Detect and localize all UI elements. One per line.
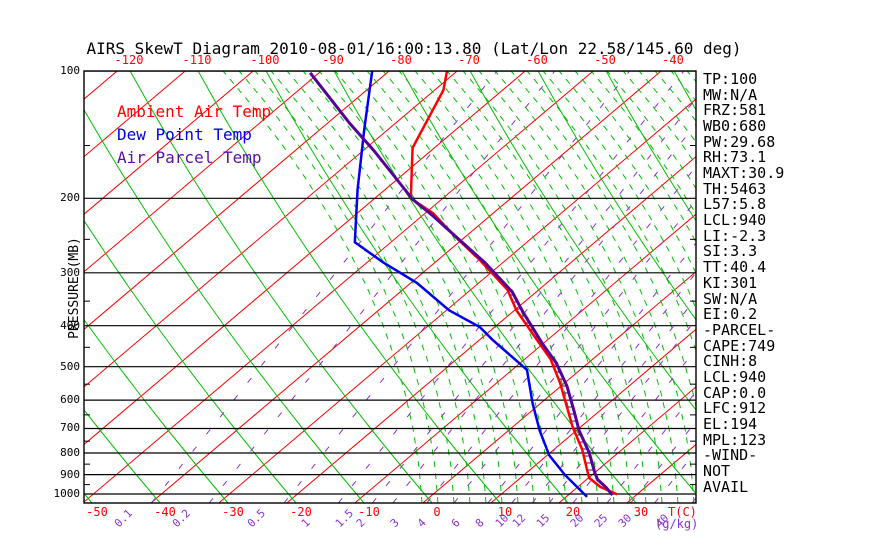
stat-line: WB0:680 [703, 117, 767, 136]
top-axis-tick: -80 [390, 53, 412, 67]
stat-line: FRZ:581 [703, 101, 767, 120]
stat-line: CAPE:749 [703, 336, 776, 355]
stat-line: CINH:8 [703, 352, 758, 371]
stat-line: EI:0.2 [703, 305, 758, 324]
stat-line: MPL:123 [703, 430, 767, 449]
legend-item-ambient-air-temp: Ambient Air Temp [117, 102, 272, 121]
top-axis-tick: -90 [322, 53, 344, 67]
stat-line: LCL:940 [703, 367, 767, 386]
pressure-tick: 800 [60, 446, 80, 459]
stat-line: EL:194 [703, 414, 758, 433]
stat-line: -PARCEL- [703, 320, 776, 339]
stat-line: SW:N/A [703, 289, 758, 308]
diagram-title: AIRS SkewT Diagram 2010-08-01/16:00:13.8… [86, 39, 742, 58]
plot-frame [83, 70, 697, 504]
parcel-temp-trace [309, 71, 614, 497]
bottom-axis-tick: 0 [433, 505, 441, 519]
stat-line: MW:N/A [703, 85, 758, 104]
pressure-tick: 100 [60, 64, 80, 77]
pressure-tick: 1000 [53, 487, 81, 500]
pressure-tick: 600 [60, 393, 80, 407]
stat-line: L57:5.8 [703, 195, 767, 214]
stat-line: PW:29.68 [703, 132, 776, 151]
mixing-ratio-unit-label: (g/kg) [655, 517, 699, 531]
pressure-tick: 700 [60, 421, 80, 435]
top-axis-tick: -110 [182, 53, 212, 67]
bottom-axis-tick: 10 [497, 505, 513, 519]
pressure-tick: 500 [60, 359, 80, 373]
top-axis-tick: -70 [458, 53, 480, 67]
pressure-tick: 200 [60, 191, 80, 205]
stat-line: LI:-2.3 [703, 226, 767, 245]
legend-item-dew-point-temp: Dew Point Temp [117, 125, 252, 144]
bottom-axis-tick: -20 [290, 505, 312, 519]
legend-item-air-parcel-temp: Air Parcel Temp [117, 148, 262, 167]
stat-line: AVAIL [703, 477, 749, 496]
bottom-axis-tick: -10 [358, 505, 380, 519]
stat-line: CAP:0.0 [703, 383, 767, 402]
bottom-axis-tick: 20 [565, 505, 581, 519]
stat-line: LFC:912 [703, 399, 767, 418]
cape-hatch-region [465, 245, 595, 471]
pressure-tick: 400 [60, 318, 80, 332]
top-axis-tick: -50 [594, 53, 616, 67]
temperature-axis-label: T(C) [668, 505, 697, 519]
bottom-axis-tick: -40 [154, 505, 176, 519]
stat-line: -WIND- [703, 446, 758, 465]
top-axis-tick: -120 [114, 53, 144, 67]
stat-line: LCL:940 [703, 211, 767, 230]
bottom-axis-tick: -30 [222, 505, 244, 519]
top-axis-tick: -100 [250, 53, 280, 67]
stat-line: SI:3.3 [703, 242, 758, 261]
stat-line: MAXT:30.9 [703, 164, 785, 183]
stat-line: TT:40.4 [703, 258, 767, 277]
plot-area [84, 71, 696, 503]
dew-point-trace [353, 71, 588, 498]
stat-line: NOT [703, 462, 731, 480]
pressure-tick: 900 [60, 467, 80, 481]
pressure-tick: 300 [60, 265, 80, 279]
top-axis-tick: -40 [662, 53, 684, 67]
stat-line: RH:73.1 [703, 148, 767, 167]
bottom-axis-tick: -50 [86, 505, 108, 519]
stat-line: TH:5463 [703, 179, 767, 198]
stat-line: KI:301 [703, 273, 758, 292]
bottom-axis-tick: 30 [633, 505, 649, 519]
stat-line: TP:100 [703, 70, 758, 88]
pressure-axis-label: PRESSURE (MB) [67, 237, 82, 339]
top-axis-tick: -60 [526, 53, 548, 67]
